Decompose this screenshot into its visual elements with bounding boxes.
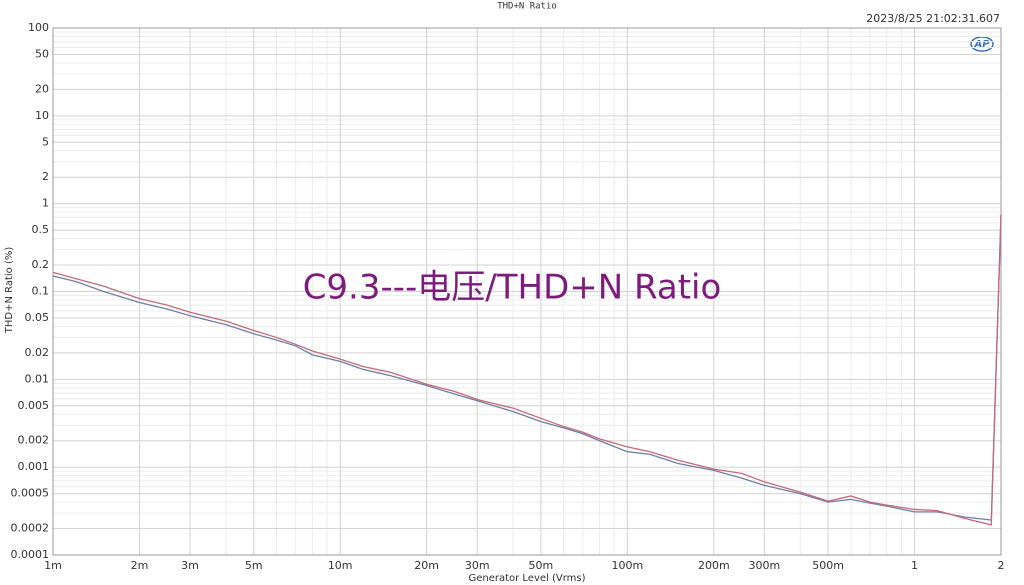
- y-tick-label: 20: [35, 82, 49, 95]
- series-line: [52, 214, 1002, 521]
- x-tick-label: 20m: [414, 559, 439, 572]
- logo: AP: [973, 39, 990, 50]
- y-tick-label: 0.2: [32, 258, 50, 271]
- y-tick-label: 0.002: [18, 434, 50, 447]
- x-tick-label: 300m: [749, 559, 781, 572]
- x-tick-label: 100m: [612, 559, 644, 572]
- x-tick-label: 3m: [181, 559, 199, 572]
- timestamp: 2023/8/25 21:02:31.607: [866, 12, 1000, 25]
- x-tick-label: 2: [998, 559, 1005, 572]
- plot-frame: [52, 27, 1002, 556]
- chart-title: THD+N Ratio: [497, 2, 557, 12]
- y-tick-label: 1: [42, 197, 49, 210]
- x-tick-label: 10m: [328, 559, 353, 572]
- x-tick-label: 200m: [698, 559, 730, 572]
- y-tick-label: 10: [35, 109, 49, 122]
- y-tick-label: 50: [35, 47, 49, 60]
- annotation: C9.3---电压/THD+N Ratio: [303, 268, 722, 308]
- y-tick-label: 2: [42, 170, 49, 183]
- x-tick-label: 1m: [44, 559, 62, 572]
- y-axis-label: THD+N Ratio (%): [4, 247, 15, 335]
- x-tick-label: 500m: [812, 559, 844, 572]
- x-tick-label: 2m: [131, 559, 149, 572]
- series-line: [52, 214, 1002, 526]
- y-tick-label: 0.0002: [11, 522, 50, 535]
- y-tick-label: 0.5: [32, 223, 50, 236]
- y-tick-label: 0.0005: [11, 487, 50, 500]
- y-tick-label: 0.005: [18, 399, 50, 412]
- x-tick-label: 5m: [245, 559, 263, 572]
- x-tick-label: 50m: [529, 559, 554, 572]
- y-tick-label: 100: [28, 21, 49, 34]
- x-tick-label: 1: [911, 559, 918, 572]
- y-tick-label: 5: [42, 135, 49, 148]
- x-tick-label: 30m: [465, 559, 490, 572]
- y-tick-label: 0.1: [32, 285, 50, 298]
- plot-area: 100 50 20 10 5 2 1 0.5 0.2 0.1 0.05 0.02 0.01 0.005 0.…: [11, 21, 1005, 572]
- y-tick-label: 0.02: [25, 346, 50, 359]
- y-tick-label: 0.0001: [11, 548, 50, 561]
- x-axis-label: Generator Level (Vrms): [468, 573, 585, 584]
- y-tick-label: 0.05: [25, 311, 50, 324]
- y-tick-label: 0.001: [18, 460, 50, 473]
- y-tick-label: 0.01: [25, 372, 50, 385]
